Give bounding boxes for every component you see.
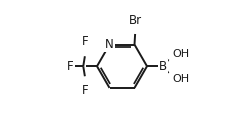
Text: N: N [105, 38, 114, 51]
Text: Br: Br [129, 14, 142, 27]
Text: OH: OH [173, 49, 190, 59]
Text: F: F [82, 84, 89, 97]
Text: F: F [82, 35, 89, 48]
Text: OH: OH [173, 74, 190, 84]
Text: F: F [67, 60, 73, 73]
Text: B: B [159, 60, 167, 73]
